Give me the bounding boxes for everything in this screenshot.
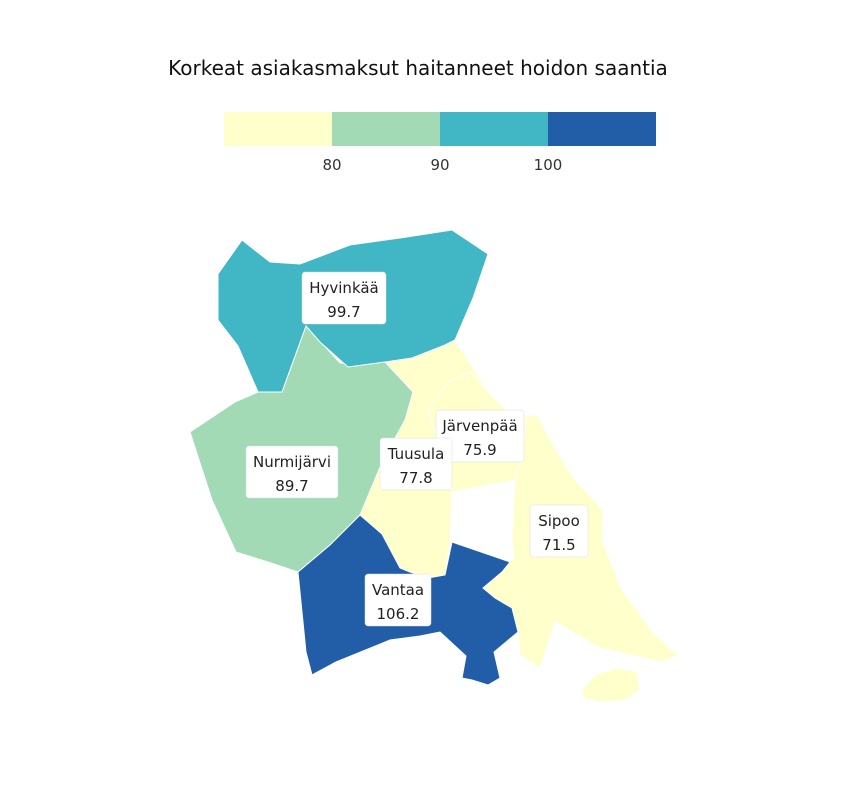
label-jarvenpaa-value: 75.9 [463, 441, 496, 459]
label-sipoo-name: Sipoo [538, 512, 580, 530]
legend: 80 90 100 [224, 112, 656, 174]
legend-swatch-2 [332, 112, 440, 146]
label-tuusula-value: 77.8 [399, 469, 432, 487]
label-vantaa-name: Vantaa [372, 581, 424, 599]
label-jarvenpaa: Järvenpää 75.9 [435, 409, 525, 463]
label-nurmijarvi-value: 89.7 [275, 477, 308, 495]
label-sipoo-value: 71.5 [542, 536, 575, 554]
legend-tick-90: 90 [430, 156, 449, 174]
label-nurmijarvi-name: Nurmijärvi [253, 453, 331, 471]
label-jarvenpaa-name: Järvenpää [441, 417, 517, 435]
legend-tick-100: 100 [534, 156, 563, 174]
label-hyvinkaa-value: 99.7 [327, 303, 360, 321]
label-hyvinkaa: Hyvinkää 99.7 [301, 271, 387, 325]
label-hyvinkaa-name: Hyvinkää [309, 279, 379, 297]
legend-tick-80: 80 [322, 156, 341, 174]
label-sipoo: Sipoo 71.5 [529, 504, 589, 558]
label-tuusula-name: Tuusula [387, 445, 445, 463]
label-nurmijarvi: Nurmijärvi 89.7 [245, 445, 339, 499]
map-title: Korkeat asiakasmaksut haitanneet hoidon … [168, 56, 668, 80]
region-sipoo-island[interactable] [581, 667, 641, 703]
legend-swatch-4 [548, 112, 656, 146]
label-vantaa: Vantaa 106.2 [364, 573, 432, 627]
legend-swatch-1 [224, 112, 332, 146]
label-tuusula: Tuusula 77.8 [379, 437, 453, 491]
legend-swatch-3 [440, 112, 548, 146]
label-vantaa-value: 106.2 [377, 605, 420, 623]
